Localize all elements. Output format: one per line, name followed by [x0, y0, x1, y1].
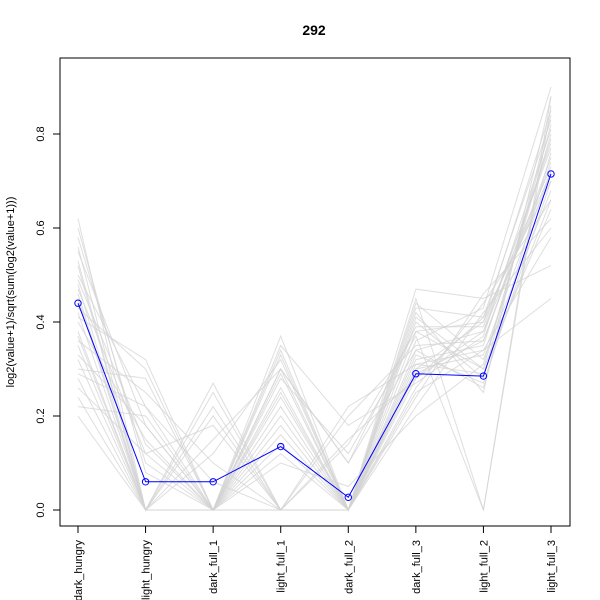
- y-axis-label: log2(value+1)/sqrt(sum(log2(value+1))): [5, 197, 17, 388]
- background-series-line: [77, 260, 552, 512]
- highlight-point: [547, 170, 555, 178]
- background-series-line: [77, 110, 552, 511]
- background-series-line: [77, 199, 552, 512]
- highlight-series-line: [77, 173, 552, 499]
- highlight-series-group: [74, 170, 555, 502]
- highlight-point: [412, 370, 420, 378]
- background-series-line: [77, 171, 552, 511]
- chart-title: 292: [302, 22, 326, 38]
- background-series-line: [77, 246, 552, 511]
- highlight-point: [479, 372, 488, 380]
- x-tick-label: light_hungry: [141, 540, 153, 600]
- background-series-line: [77, 96, 552, 512]
- background-series-line: [77, 96, 552, 512]
- background-series-line: [77, 209, 552, 511]
- background-series-line: [77, 180, 552, 512]
- x-tick-label: dark_full_1: [208, 540, 220, 594]
- x-tick-label: light_full_3: [546, 540, 558, 593]
- x-tick-label: light_full_2: [478, 540, 490, 593]
- highlight-point: [74, 299, 82, 307]
- x-tick-label: dark_full_3: [411, 540, 423, 594]
- highlight-point: [141, 478, 150, 486]
- background-series-line: [77, 162, 552, 512]
- y-axis: 0.0 0.2 0.4 0.6 0.8: [35, 126, 61, 518]
- x-tick-label: light_full_1: [276, 540, 288, 593]
- background-series-group: [77, 86, 552, 512]
- background-series-line: [77, 199, 552, 511]
- y-tick-label: 0.0: [35, 502, 47, 517]
- x-tick-label: dark_full_2: [343, 540, 355, 594]
- background-series-line: [77, 133, 552, 511]
- y-tick-label: 0.4: [35, 314, 47, 329]
- background-series-line: [77, 180, 552, 512]
- background-series-line: [77, 227, 552, 511]
- y-tick-label: 0.2: [35, 408, 47, 423]
- background-series-line: [77, 190, 552, 512]
- highlight-point: [209, 478, 217, 486]
- background-series-line: [77, 218, 552, 512]
- background-series-line: [77, 147, 552, 511]
- x-tick-label: dark_hungry: [73, 540, 85, 600]
- y-tick-label: 0.6: [35, 220, 47, 235]
- highlight-point: [344, 493, 352, 502]
- x-axis: dark_hungry light_hungry dark_full_1 light_…: [73, 525, 558, 600]
- highlight-point: [277, 442, 285, 451]
- y-tick-label: 0.8: [35, 126, 47, 141]
